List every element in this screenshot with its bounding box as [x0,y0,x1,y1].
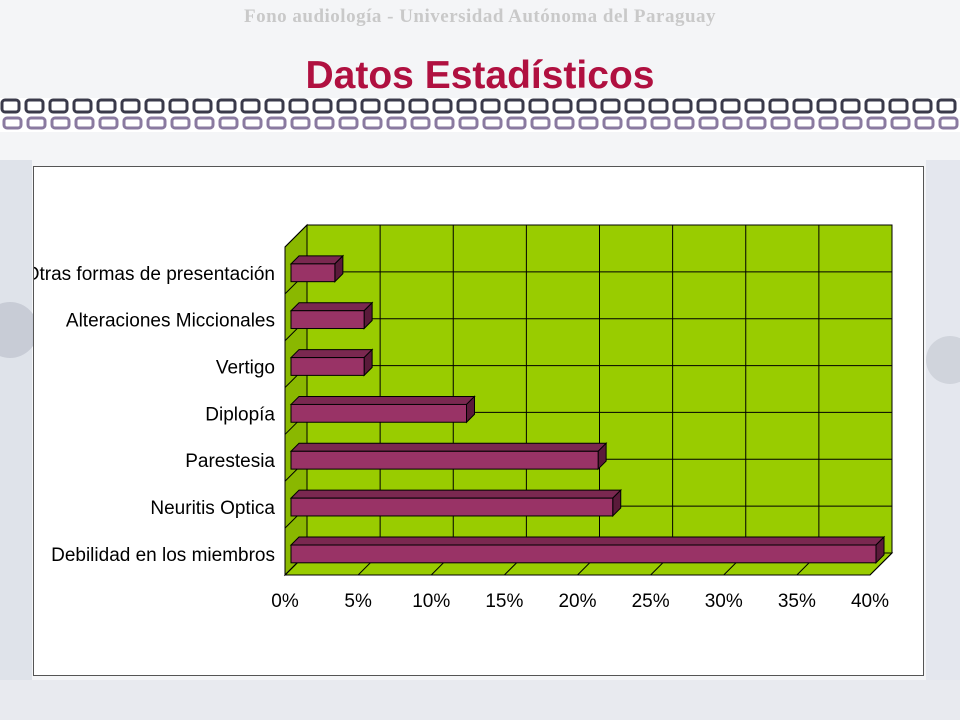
bar-front-face [290,497,614,517]
category-label: Otras formas de presentación [34,264,275,285]
category-label: Diplopía [205,404,275,425]
bar-top-face [289,395,476,405]
x-tick-label: 10% [412,591,450,612]
bar [289,488,622,518]
bar [289,535,886,565]
x-tick-label: 30% [705,591,743,612]
bar-top-face [289,302,374,312]
x-tick-label: 20% [558,591,596,612]
header-subtitle: Fono audiología - Universidad Autónoma d… [243,6,717,27]
bar-top-face [289,442,608,452]
bar-front-face [290,544,877,564]
film-strip-decoration [0,98,960,132]
category-label: Alteraciones Miccionales [66,311,275,332]
bar [289,395,476,424]
bar-front-face [290,263,336,283]
bar-front-face [290,403,467,423]
x-tick-label: 5% [344,591,372,612]
category-label: Parestesia [185,451,275,472]
bar [289,348,374,377]
category-label: Debilidad en los miembros [51,545,275,566]
bar-top-face [289,255,345,265]
slide-title: Datos Estadísticos [305,54,655,97]
bar-top-face [289,536,886,546]
bar-front-face [290,310,365,330]
x-tick-label: 25% [632,591,670,612]
x-tick-label: 15% [485,591,523,612]
gridline-floor [869,552,893,576]
category-label: Vertigo [216,357,275,378]
bar [289,301,374,330]
x-tick-label: 35% [778,591,816,612]
bar-top-face [289,349,374,359]
bar [289,254,345,283]
x-tick-label: 40% [851,591,889,612]
bar-top-face [289,489,622,499]
chart-container: 0% 5% 10% 15% 20% 25% 30% 35% 40% Debilidad en lo… [33,166,924,676]
bar-front-face [290,357,365,376]
bar-chart: 0% 5% 10% 15% 20% 25% 30% 35% 40% Debilidad en lo… [34,223,894,612]
x-tick-label: 0% [271,591,299,612]
bar-front-face [290,450,599,470]
gridline-side [284,224,308,248]
category-label: Neuritis Optica [150,498,275,519]
bar [289,442,608,471]
